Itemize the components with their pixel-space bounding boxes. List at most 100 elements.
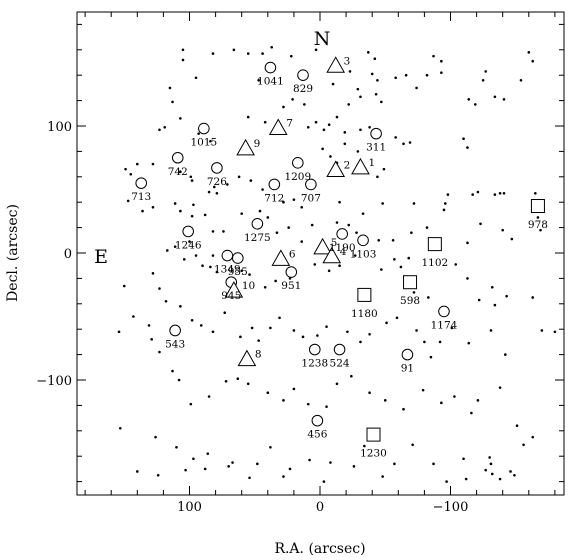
background-point bbox=[411, 443, 414, 447]
background-point bbox=[237, 175, 241, 179]
background-point bbox=[501, 228, 505, 232]
background-point bbox=[158, 350, 161, 354]
background-point bbox=[179, 170, 182, 174]
marker-label: 5 bbox=[331, 237, 338, 249]
background-point bbox=[275, 231, 279, 234]
background-point bbox=[467, 341, 471, 345]
background-point bbox=[402, 142, 405, 146]
background-point bbox=[425, 226, 429, 229]
background-point bbox=[453, 395, 456, 398]
background-point bbox=[470, 411, 473, 415]
circle-marker bbox=[221, 249, 234, 262]
background-point bbox=[493, 193, 497, 196]
circle-marker bbox=[135, 177, 148, 189]
background-point bbox=[338, 264, 341, 268]
background-point bbox=[117, 330, 121, 334]
background-point bbox=[440, 59, 443, 63]
marker-label: 598 bbox=[400, 295, 420, 307]
background-point bbox=[509, 470, 512, 473]
background-point bbox=[325, 325, 328, 328]
background-point bbox=[394, 136, 397, 139]
background-point bbox=[194, 76, 198, 80]
background-point bbox=[257, 339, 260, 342]
circle-marker bbox=[182, 225, 194, 238]
background-point bbox=[363, 444, 366, 448]
background-point bbox=[539, 228, 542, 232]
marker-label: 2 bbox=[344, 159, 351, 171]
background-point bbox=[201, 264, 204, 268]
background-point bbox=[171, 369, 174, 373]
background-point bbox=[522, 443, 525, 447]
marker-label: 91 bbox=[401, 363, 414, 375]
background-point bbox=[359, 340, 362, 344]
background-point bbox=[289, 54, 293, 58]
circle-marker bbox=[297, 69, 309, 81]
background-point bbox=[347, 103, 351, 106]
background-point bbox=[327, 123, 331, 127]
background-point bbox=[415, 86, 418, 90]
marker-label: 955 bbox=[228, 266, 248, 278]
background-point bbox=[282, 200, 285, 204]
background-point bbox=[440, 71, 443, 74]
background-point bbox=[122, 284, 126, 288]
background-point bbox=[179, 305, 182, 308]
background-point bbox=[274, 279, 277, 283]
background-point bbox=[224, 379, 228, 383]
background-point bbox=[477, 298, 481, 302]
marker-label: 1230 bbox=[360, 448, 387, 460]
background-point bbox=[467, 98, 471, 101]
background-point bbox=[192, 203, 195, 207]
triangle-marker bbox=[224, 281, 244, 298]
background-point bbox=[376, 175, 379, 179]
background-point bbox=[203, 213, 207, 217]
background-point bbox=[490, 472, 494, 476]
background-point bbox=[303, 103, 306, 106]
background-point bbox=[313, 263, 317, 266]
triangle-marker bbox=[313, 237, 332, 255]
background-point bbox=[292, 198, 296, 201]
background-point bbox=[316, 334, 319, 337]
background-point bbox=[356, 87, 360, 91]
background-point bbox=[222, 230, 225, 233]
background-point bbox=[188, 240, 191, 243]
background-point bbox=[380, 268, 383, 271]
square-marker bbox=[403, 275, 418, 290]
background-point bbox=[347, 223, 351, 227]
circle-marker bbox=[336, 228, 348, 240]
marker-label: 713 bbox=[131, 191, 151, 203]
background-point bbox=[151, 205, 155, 209]
background-point bbox=[450, 326, 454, 330]
background-point bbox=[374, 92, 378, 96]
background-point bbox=[129, 172, 133, 176]
marker-label: 456 bbox=[307, 429, 327, 441]
background-point bbox=[156, 473, 160, 477]
triangle-marker bbox=[237, 349, 257, 367]
background-point bbox=[211, 330, 215, 334]
triangle-marker bbox=[268, 118, 288, 136]
background-point bbox=[227, 465, 230, 468]
background-point bbox=[536, 216, 540, 219]
triangle-marker bbox=[236, 138, 255, 156]
background-point bbox=[278, 316, 281, 320]
y-tick-label: 100 bbox=[47, 120, 72, 135]
background-point bbox=[359, 128, 362, 132]
marker-label: 3 bbox=[344, 55, 351, 67]
background-point bbox=[391, 239, 395, 242]
background-point bbox=[132, 315, 135, 318]
north-label: N bbox=[314, 28, 331, 50]
background-point bbox=[158, 287, 161, 290]
circle-marker bbox=[308, 343, 321, 356]
background-point bbox=[531, 296, 535, 299]
background-point bbox=[377, 239, 381, 242]
background-point bbox=[181, 58, 185, 62]
background-point bbox=[203, 467, 207, 471]
background-point bbox=[361, 212, 365, 215]
background-point bbox=[207, 395, 211, 398]
background-point bbox=[476, 190, 480, 194]
background-point bbox=[325, 405, 328, 408]
background-point bbox=[493, 303, 497, 307]
background-point bbox=[212, 185, 216, 189]
background-point bbox=[310, 223, 314, 227]
background-point bbox=[246, 382, 250, 386]
background-point bbox=[373, 57, 377, 60]
